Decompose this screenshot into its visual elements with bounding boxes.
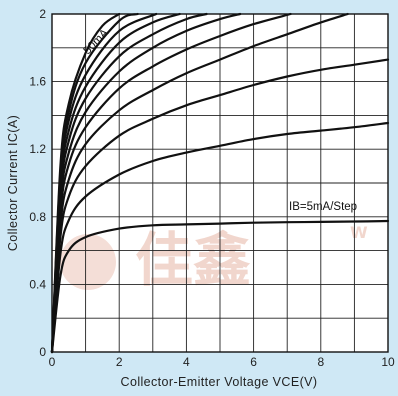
y-tick-label: 0.8: [29, 210, 46, 224]
x-axis-label: Collector-Emitter Voltage VCE(V): [121, 375, 318, 389]
watermark-logo: [60, 234, 116, 290]
x-tick-label: 0: [49, 355, 56, 369]
y-tick-label: 1.6: [29, 75, 46, 89]
series-line: [50, 12, 121, 354]
x-tick-label: 8: [317, 355, 324, 369]
plot-frame: [51, 13, 389, 353]
series-line: [50, 121, 390, 354]
x-tick-label: 4: [183, 355, 190, 369]
grid: [51, 13, 389, 353]
step-annotation: IB=5mA/Step: [289, 201, 357, 213]
y-tick-label: 2: [39, 7, 46, 21]
x-tick-label: 6: [250, 355, 257, 369]
curves: [50, 12, 390, 354]
x-tick-label: 10: [381, 355, 395, 369]
y-tick-label: 1.2: [29, 142, 46, 156]
watermark-side-text: W: [350, 223, 368, 242]
y-tick-label: 0.4: [29, 277, 46, 291]
tick-labels: 0 2 4 6 8 10 0 0.4 0.8 1.2 1.6 2: [29, 7, 395, 369]
y-tick-label: 0: [39, 345, 46, 359]
watermark-text: 佳鑫: [135, 226, 251, 294]
series-line: [50, 58, 390, 354]
series-line: [50, 12, 349, 354]
series-line: [50, 219, 390, 354]
y-axis-label: Collector Current IC(A): [6, 115, 20, 251]
x-tick-label: 2: [116, 355, 123, 369]
